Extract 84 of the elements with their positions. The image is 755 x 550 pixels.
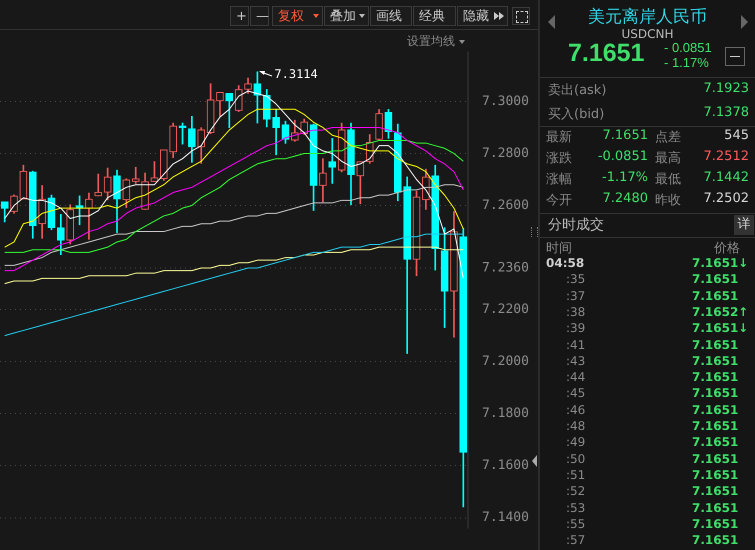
text: 隐藏 bbox=[463, 9, 489, 24]
text: USDCNH bbox=[620, 27, 675, 41]
text: :57 bbox=[566, 533, 586, 548]
text: 卖出(ask) bbox=[548, 82, 606, 99]
text: 详 bbox=[734, 215, 754, 235]
text: 时间 bbox=[546, 240, 572, 257]
text: 最高 bbox=[655, 150, 681, 167]
text: 7.1378 bbox=[704, 105, 749, 120]
text: 7.1651 bbox=[692, 419, 738, 433]
text: :43 bbox=[566, 354, 586, 368]
text: 7.1651↓ bbox=[692, 321, 748, 336]
y-tick-label: 7.3000 bbox=[482, 94, 529, 109]
text: 7.1651 bbox=[692, 435, 738, 450]
y-tick-label: 7.2200 bbox=[482, 302, 529, 317]
text: :35 bbox=[566, 272, 586, 286]
text: 7.1651 bbox=[692, 500, 738, 514]
y-tick-label: 7.1400 bbox=[482, 510, 529, 526]
text: 7.1651 bbox=[692, 484, 738, 498]
text: 04:58 bbox=[546, 256, 584, 270]
text: :51 bbox=[566, 468, 586, 482]
text: 7.2502 bbox=[704, 191, 749, 206]
text: 最低 bbox=[655, 171, 681, 188]
text: + bbox=[236, 9, 247, 24]
text: 7.1651 bbox=[692, 272, 738, 286]
text: :50 bbox=[566, 452, 586, 466]
text: :52 bbox=[566, 484, 586, 498]
text: 7.1651 bbox=[692, 370, 738, 384]
text: - 0.0851 bbox=[664, 40, 712, 55]
text: 7.2512 bbox=[704, 149, 749, 164]
text: 最新 bbox=[546, 129, 572, 146]
text: :38 bbox=[566, 304, 586, 319]
text: :49 bbox=[566, 435, 586, 450]
text: 7.1651 bbox=[568, 39, 644, 68]
y-tick-label: 7.2360 bbox=[482, 260, 529, 276]
text: 昨收 bbox=[655, 192, 681, 209]
text: 7.1923 bbox=[704, 81, 749, 96]
candlestick bbox=[150, 161, 158, 182]
text: 设置均线 bbox=[407, 33, 455, 50]
text: :55 bbox=[566, 516, 586, 531]
text: 7.1651 bbox=[692, 354, 738, 368]
text: 涨幅 bbox=[546, 171, 572, 188]
text: :46 bbox=[566, 402, 586, 417]
text: 经典 bbox=[419, 9, 445, 24]
text: 7.1442 bbox=[704, 170, 749, 185]
text: 今开 bbox=[546, 192, 572, 209]
y-tick-label: 7.1600 bbox=[482, 458, 529, 474]
text: 7.1651 bbox=[692, 452, 738, 466]
text: — bbox=[256, 9, 269, 24]
text: :41 bbox=[566, 338, 586, 352]
text: -1.17% bbox=[602, 170, 648, 185]
text: - 1.17% bbox=[664, 55, 709, 70]
text: 7.1652↑ bbox=[692, 304, 748, 319]
y-tick-label: 7.2000 bbox=[482, 354, 529, 370]
text: 分时成交 bbox=[548, 216, 604, 234]
text: 点差 bbox=[655, 129, 681, 146]
text: -0.0851 bbox=[598, 149, 648, 164]
annotation: 7.3114 bbox=[274, 66, 318, 81]
text: 叠加 bbox=[330, 9, 356, 24]
text: :45 bbox=[566, 386, 586, 400]
text: 545 bbox=[724, 128, 749, 143]
text: 美元离岸人民币 bbox=[587, 6, 708, 28]
text: 7.1651 bbox=[692, 288, 738, 303]
text: 7.1651↓ bbox=[692, 256, 748, 270]
text: 7.1651 bbox=[692, 468, 738, 482]
text: 7.1651 bbox=[692, 516, 738, 531]
text: 7.1651 bbox=[602, 128, 648, 143]
text: :53 bbox=[566, 500, 586, 514]
text: :39 bbox=[566, 321, 586, 336]
y-tick-label: 7.1800 bbox=[482, 406, 529, 422]
text: :48 bbox=[566, 419, 586, 433]
text: 价格 bbox=[714, 240, 740, 257]
text: 买入(bid) bbox=[548, 106, 604, 123]
text: 7.1651 bbox=[692, 386, 738, 400]
text: 7.1651 bbox=[692, 338, 738, 352]
text: 7.1651 bbox=[692, 402, 738, 417]
y-tick-label: 7.2600 bbox=[482, 198, 529, 213]
text: 复权 bbox=[278, 9, 304, 24]
text: 画线 bbox=[376, 9, 402, 24]
text: 涨跌 bbox=[546, 150, 572, 167]
text: 7.1651 bbox=[692, 533, 738, 548]
y-tick-label: 7.2800 bbox=[482, 146, 529, 161]
text: 7.2480 bbox=[602, 191, 648, 206]
text: :37 bbox=[566, 288, 586, 303]
text: :44 bbox=[566, 370, 586, 384]
